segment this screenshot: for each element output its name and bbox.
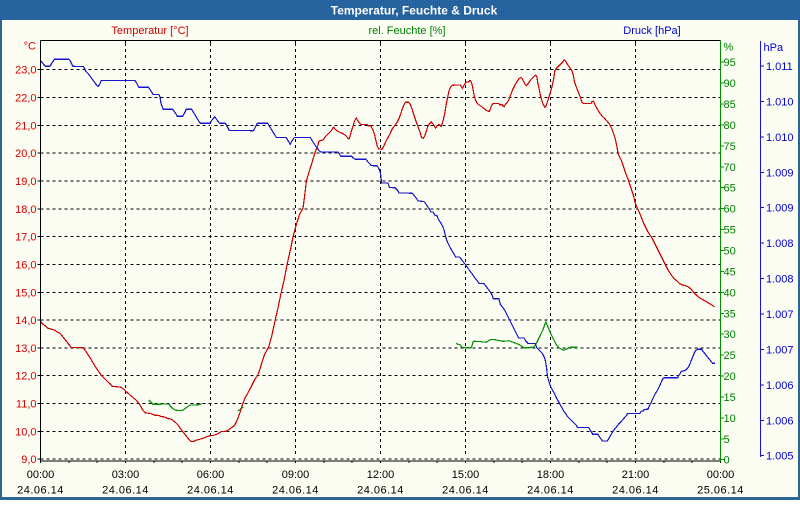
svg-text:14,0: 14,0 bbox=[15, 315, 36, 327]
svg-text:1.006: 1.006 bbox=[766, 380, 794, 392]
svg-text:Temperatur [°C]: Temperatur [°C] bbox=[111, 25, 188, 37]
svg-text:16,0: 16,0 bbox=[15, 260, 36, 272]
svg-text:11,0: 11,0 bbox=[16, 399, 37, 411]
svg-text:70: 70 bbox=[724, 162, 736, 174]
svg-text:24.06.14: 24.06.14 bbox=[272, 485, 319, 497]
svg-text:90: 90 bbox=[724, 78, 736, 90]
svg-text:00:00: 00:00 bbox=[707, 469, 735, 481]
svg-text:21,0: 21,0 bbox=[15, 120, 36, 132]
svg-text:24.06.14: 24.06.14 bbox=[527, 485, 574, 497]
svg-text:1.010: 1.010 bbox=[766, 132, 794, 144]
svg-text:25: 25 bbox=[724, 350, 736, 362]
svg-text:18,0: 18,0 bbox=[15, 204, 36, 216]
svg-text:00:00: 00:00 bbox=[27, 469, 55, 481]
svg-text:20: 20 bbox=[724, 371, 736, 383]
svg-text:°C: °C bbox=[24, 41, 36, 53]
svg-text:24.06.14: 24.06.14 bbox=[357, 485, 404, 497]
svg-text:06:00: 06:00 bbox=[197, 469, 225, 481]
svg-text:35: 35 bbox=[724, 308, 736, 320]
svg-text:55: 55 bbox=[724, 225, 736, 237]
svg-text:15,0: 15,0 bbox=[15, 287, 36, 299]
svg-text:15: 15 bbox=[724, 392, 736, 404]
svg-text:13,0: 13,0 bbox=[15, 343, 36, 355]
svg-text:30: 30 bbox=[724, 329, 736, 341]
svg-text:45: 45 bbox=[724, 266, 736, 278]
svg-text:24.06.14: 24.06.14 bbox=[442, 485, 489, 497]
svg-text:85: 85 bbox=[724, 99, 736, 111]
svg-text:1.009: 1.009 bbox=[766, 203, 794, 215]
svg-text:24.06.14: 24.06.14 bbox=[17, 485, 64, 497]
svg-text:15:00: 15:00 bbox=[452, 469, 480, 481]
svg-text:10: 10 bbox=[724, 413, 736, 425]
svg-text:12,0: 12,0 bbox=[15, 371, 36, 383]
svg-text:65: 65 bbox=[724, 183, 736, 195]
svg-text:rel. Feuchte [%]: rel. Feuchte [%] bbox=[368, 25, 445, 37]
svg-text:1.009: 1.009 bbox=[766, 167, 794, 179]
svg-text:1.010: 1.010 bbox=[766, 96, 794, 108]
svg-text:%: % bbox=[724, 42, 734, 54]
svg-text:19,0: 19,0 bbox=[15, 176, 36, 188]
svg-text:50: 50 bbox=[724, 246, 736, 258]
svg-text:60: 60 bbox=[724, 204, 736, 216]
svg-text:09:00: 09:00 bbox=[282, 469, 310, 481]
svg-text:hPa: hPa bbox=[764, 42, 784, 54]
svg-text:1.005: 1.005 bbox=[766, 451, 794, 463]
svg-text:1.006: 1.006 bbox=[766, 415, 794, 427]
svg-text:10,0: 10,0 bbox=[15, 426, 36, 438]
svg-text:24.06.14: 24.06.14 bbox=[612, 485, 659, 497]
svg-text:95: 95 bbox=[724, 57, 736, 69]
svg-text:1.007: 1.007 bbox=[766, 309, 794, 321]
svg-text:22,0: 22,0 bbox=[15, 93, 36, 105]
svg-text:17,0: 17,0 bbox=[15, 232, 36, 244]
svg-text:0: 0 bbox=[724, 455, 730, 467]
svg-text:Temperatur, Feuchte & Druck: Temperatur, Feuchte & Druck bbox=[331, 4, 498, 18]
svg-text:5: 5 bbox=[724, 434, 730, 446]
svg-text:25.06.14: 25.06.14 bbox=[697, 485, 744, 497]
svg-text:24.06.14: 24.06.14 bbox=[102, 485, 149, 497]
svg-text:24.06.14: 24.06.14 bbox=[187, 485, 234, 497]
svg-text:40: 40 bbox=[724, 287, 736, 299]
svg-text:Druck [hPa]: Druck [hPa] bbox=[623, 25, 680, 37]
svg-text:12:00: 12:00 bbox=[367, 469, 395, 481]
svg-text:9,0: 9,0 bbox=[21, 454, 36, 466]
svg-text:20,0: 20,0 bbox=[15, 148, 36, 160]
svg-text:1.007: 1.007 bbox=[766, 344, 794, 356]
svg-text:80: 80 bbox=[724, 120, 736, 132]
svg-text:21:00: 21:00 bbox=[622, 469, 650, 481]
svg-text:18:00: 18:00 bbox=[537, 469, 565, 481]
svg-text:23,0: 23,0 bbox=[15, 65, 36, 77]
svg-text:75: 75 bbox=[724, 141, 736, 153]
svg-text:1.008: 1.008 bbox=[766, 274, 794, 286]
svg-text:1.008: 1.008 bbox=[766, 238, 794, 250]
svg-text:1.011: 1.011 bbox=[766, 61, 793, 73]
svg-text:03:00: 03:00 bbox=[112, 469, 140, 481]
